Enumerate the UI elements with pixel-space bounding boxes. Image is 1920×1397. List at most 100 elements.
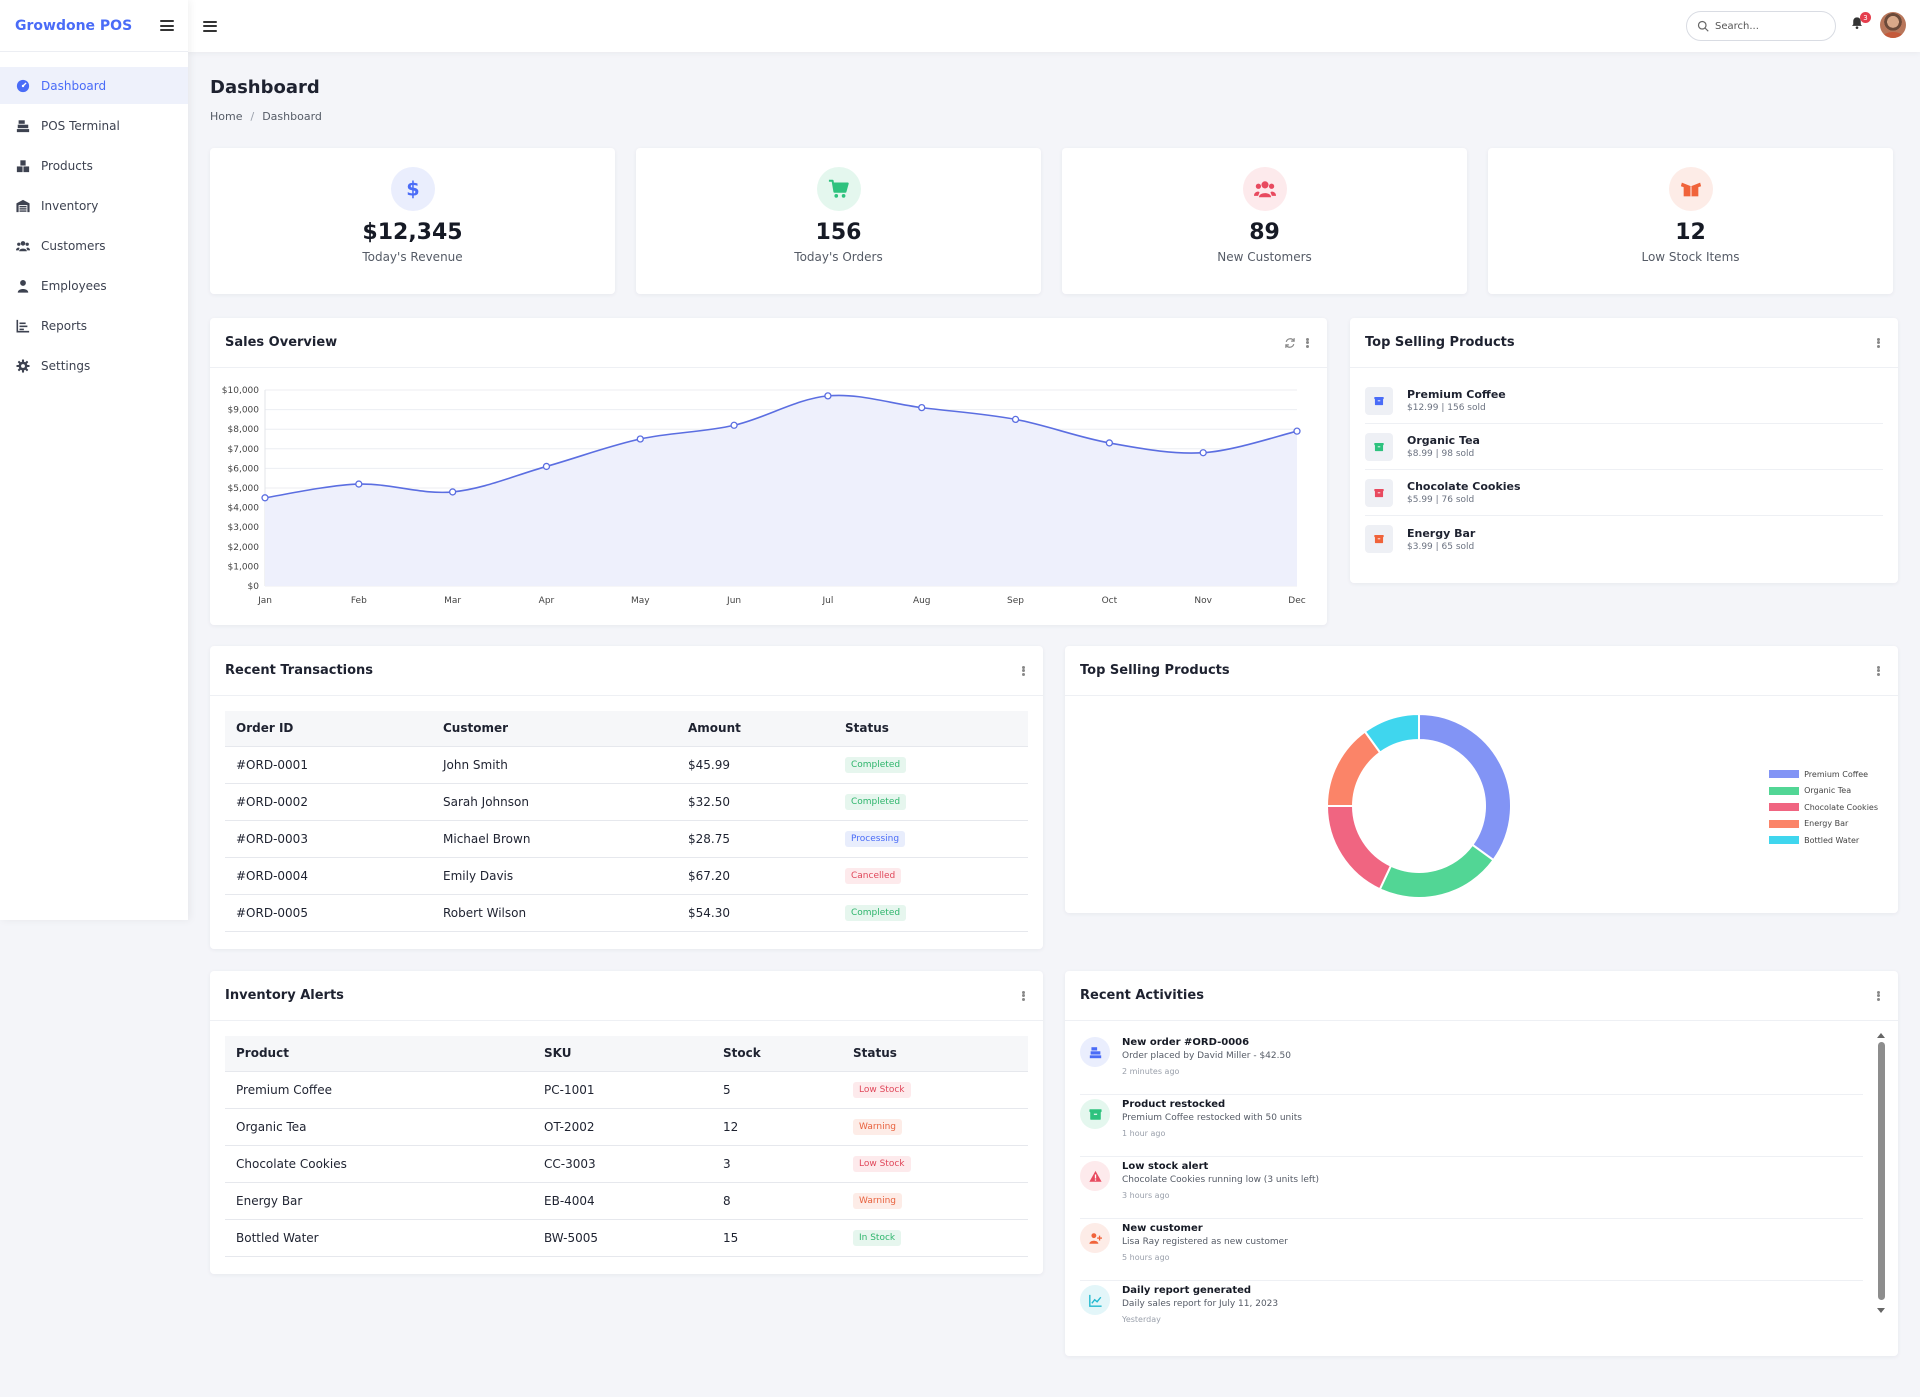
stat-label: Today's Revenue — [362, 250, 463, 264]
legend-item[interactable]: Bottled Water — [1769, 832, 1878, 849]
refresh-icon[interactable] — [1284, 337, 1296, 349]
brand-name[interactable]: Growdone POS — [15, 17, 133, 34]
table-row[interactable]: Chocolate Cookies CC-3003 3 Low Stock — [225, 1145, 1028, 1183]
table-row[interactable]: #ORD-0003 Michael Brown $28.75 Processing — [225, 820, 1028, 858]
stat-card: 12 Low Stock Items — [1488, 148, 1893, 294]
sidebar-item-reports[interactable]: Reports — [0, 307, 188, 344]
table-cell: Warning — [842, 1182, 1028, 1220]
sidebar-item-customers[interactable]: Customers — [0, 227, 188, 264]
activity-scrollbar[interactable] — [1876, 1033, 1886, 1313]
more-options-icon[interactable] — [1873, 989, 1883, 1003]
sidebar-item-products[interactable]: Products — [0, 147, 188, 184]
scroll-thumb[interactable] — [1877, 1042, 1885, 1300]
column-header[interactable]: Order ID — [225, 711, 432, 747]
product-list-item[interactable]: Premium Coffee $12.99 | 156 sold — [1365, 378, 1883, 424]
column-header[interactable]: SKU — [533, 1036, 712, 1072]
table-cell: Completed — [834, 894, 1028, 932]
topbar: 3 — [188, 0, 1920, 52]
more-options-icon[interactable] — [1873, 336, 1883, 350]
activity-title: Product restocked — [1122, 1099, 1226, 1110]
legend-label: Organic Tea — [1804, 786, 1852, 796]
table-row[interactable]: Premium Coffee PC-1001 5 Low Stock — [225, 1071, 1028, 1109]
table-row[interactable]: Organic Tea OT-2002 12 Warning — [225, 1108, 1028, 1146]
column-header[interactable]: Status — [834, 711, 1028, 747]
y-tick-label: $8,000 — [228, 425, 260, 435]
breadcrumb-separator: / — [250, 110, 255, 123]
sidebar: Growdone POS Dashboard POS Terminal Produc… — [0, 0, 188, 920]
notifications-button[interactable]: 3 — [1850, 12, 1871, 32]
x-tick-label: Nov — [1194, 596, 1212, 606]
donut-slice[interactable] — [1363, 712, 1420, 755]
donut-slice[interactable] — [1378, 843, 1495, 899]
products-donut-chart — [1325, 712, 1512, 899]
more-options-icon[interactable] — [1018, 989, 1028, 1003]
menu-toggle-icon[interactable] — [203, 20, 217, 32]
sidebar-item-label: Settings — [41, 358, 91, 373]
x-tick-label: Feb — [351, 596, 367, 606]
sidebar-item-inventory[interactable]: Inventory — [0, 187, 188, 224]
column-header[interactable]: Stock — [712, 1036, 842, 1072]
scroll-up-arrow-icon[interactable] — [1877, 1033, 1885, 1038]
bell-icon — [1852, 17, 1862, 29]
card-title: Top Selling Products — [1080, 663, 1230, 678]
legend-item[interactable]: Premium Coffee — [1769, 766, 1878, 783]
activity-item[interactable]: New customer Lisa Ray registered as new … — [1080, 1219, 1863, 1281]
box-open-icon — [1668, 167, 1713, 211]
top-products-list-card: Top Selling Products Premium Coffee $12.… — [1350, 318, 1898, 583]
activity-item[interactable]: New order #ORD-0006 Order placed by Davi… — [1080, 1033, 1863, 1095]
column-header[interactable]: Customer — [432, 711, 677, 747]
sidebar-nav: Dashboard POS Terminal Products Inventory Cu… — [0, 52, 188, 384]
sidebar-item-settings[interactable]: Settings — [0, 347, 188, 384]
legend-item[interactable]: Organic Tea — [1769, 783, 1878, 800]
product-list-item[interactable]: Chocolate Cookies $5.99 | 76 sold — [1365, 470, 1883, 516]
sidebar-item-employees[interactable]: Employees — [0, 267, 188, 304]
activity-item[interactable]: Product restocked Premium Coffee restock… — [1080, 1095, 1863, 1157]
table-row[interactable]: Energy Bar EB-4004 8 Warning — [225, 1182, 1028, 1220]
sales-data-point — [448, 488, 457, 496]
sidebar-toggle-icon[interactable] — [160, 20, 174, 31]
legend-item[interactable]: Chocolate Cookies — [1769, 799, 1878, 816]
activity-item[interactable]: Low stock alert Chocolate Cookies runnin… — [1080, 1157, 1863, 1219]
activity-item[interactable]: Daily report generated Daily sales repor… — [1080, 1281, 1863, 1343]
legend-item[interactable]: Energy Bar — [1769, 816, 1878, 833]
legend-swatch — [1769, 836, 1800, 845]
column-header[interactable]: Product — [225, 1036, 533, 1072]
x-tick-label: Jan — [257, 596, 272, 606]
activity-time: Yesterday — [1122, 1315, 1161, 1324]
table-cell: BW-5005 — [533, 1219, 712, 1257]
product-list-item[interactable]: Energy Bar $3.99 | 65 sold — [1365, 516, 1883, 562]
y-tick-label: $10,000 — [222, 386, 259, 396]
search-input[interactable] — [1715, 20, 1825, 32]
table-row[interactable]: #ORD-0001 John Smith $45.99 Completed — [225, 746, 1028, 784]
more-options-icon[interactable] — [1018, 664, 1028, 678]
more-options-icon[interactable] — [1302, 336, 1312, 350]
x-tick-label: Mar — [444, 596, 461, 606]
sidebar-item-pos-terminal[interactable]: POS Terminal — [0, 107, 188, 144]
user-avatar[interactable] — [1880, 12, 1906, 38]
status-badge: Completed — [845, 757, 907, 773]
warning-icon — [1080, 1161, 1110, 1191]
table-cell: Robert Wilson — [432, 894, 677, 932]
product-list-item[interactable]: Organic Tea $8.99 | 98 sold — [1365, 424, 1883, 470]
sidebar-item-dashboard[interactable]: Dashboard — [0, 67, 188, 104]
table-row[interactable]: #ORD-0002 Sarah Johnson $32.50 Completed — [225, 783, 1028, 821]
donut-slice[interactable] — [1418, 712, 1512, 862]
dollar-icon: $ — [390, 167, 435, 211]
table-row[interactable]: #ORD-0004 Emily Davis $67.20 Cancelled — [225, 857, 1028, 895]
sales-line-chart: $0 $1,000 $2,000 $3,000 $4,000 $5,000 $6,000 $7… — [222, 386, 1306, 606]
search-box[interactable] — [1686, 11, 1836, 41]
donut-slice[interactable] — [1325, 805, 1393, 891]
more-options-icon[interactable] — [1873, 664, 1883, 678]
table-row[interactable]: #ORD-0005 Robert Wilson $54.30 Completed — [225, 894, 1028, 932]
recent-activities-card: Recent Activities New order #ORD-0006 Or… — [1065, 971, 1898, 1356]
activity-list: New order #ORD-0006 Order placed by Davi… — [1080, 1033, 1863, 1343]
table-row[interactable]: Bottled Water BW-5005 15 In Stock — [225, 1219, 1028, 1257]
breadcrumb-home[interactable]: Home — [210, 110, 243, 123]
table-cell: 5 — [712, 1071, 842, 1109]
legend-swatch — [1769, 786, 1800, 795]
column-header[interactable]: Status — [842, 1036, 1028, 1072]
scroll-down-arrow-icon[interactable] — [1877, 1308, 1885, 1313]
column-header[interactable]: Amount — [677, 711, 834, 747]
card-title: Sales Overview — [225, 335, 338, 350]
y-tick-label: $9,000 — [228, 406, 260, 416]
